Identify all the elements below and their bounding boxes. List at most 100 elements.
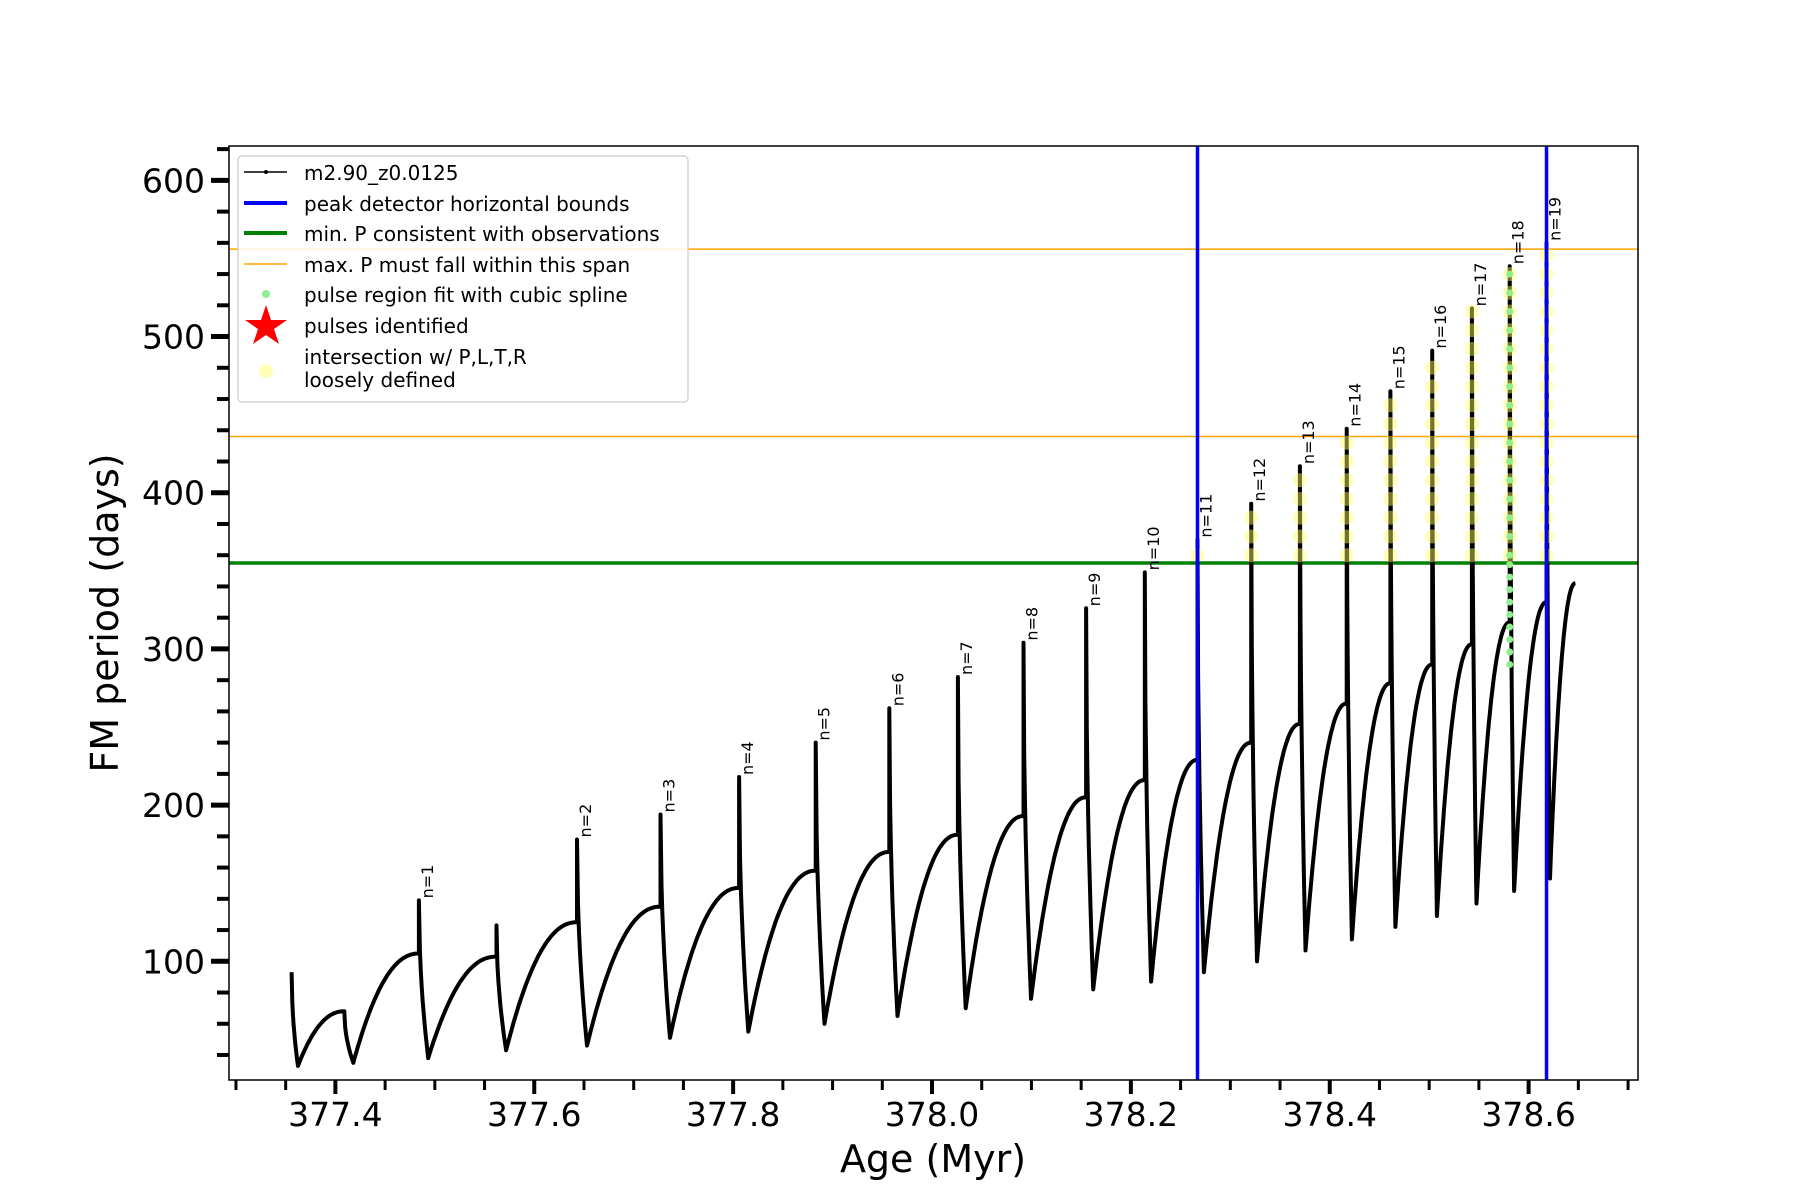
spline-fit-dot [1506, 623, 1514, 631]
intersection-marker [1464, 491, 1479, 506]
x-tick-label: 378.2 [1084, 1095, 1178, 1134]
spline-fit-dot [1506, 586, 1514, 594]
y-tick-label: 500 [142, 318, 205, 357]
pulse-label: n=18 [1509, 220, 1528, 264]
intersection-marker [1464, 304, 1479, 319]
intersection-marker [1425, 473, 1440, 488]
intersection-marker [1244, 529, 1259, 544]
intersection-marker [1383, 529, 1398, 544]
intersection-marker [1383, 398, 1398, 413]
intersection-marker [1383, 491, 1398, 506]
pulse-label: n=10 [1144, 526, 1163, 570]
intersection-marker [1244, 510, 1259, 525]
pulse-label: n=8 [1022, 607, 1041, 641]
pulse-label: n=1 [418, 865, 437, 899]
intersection-marker [1425, 548, 1440, 563]
intersection-marker [1464, 510, 1479, 525]
intersection-marker [1339, 454, 1354, 469]
intersection-marker [1425, 454, 1440, 469]
intersection-marker [1464, 342, 1479, 357]
spline-fit-dot [1506, 308, 1514, 316]
intersection-marker [1464, 435, 1479, 450]
intersection-marker [1464, 360, 1479, 375]
pulse-label: n=14 [1346, 383, 1365, 427]
intersection-marker [1464, 323, 1479, 338]
intersection-marker [1339, 473, 1354, 488]
y-tick-label: 200 [142, 786, 205, 825]
pulse-label: n=17 [1471, 263, 1490, 307]
spline-fit-dot [1506, 383, 1514, 391]
spline-fit-dot [1506, 573, 1514, 581]
intersection-marker [1292, 510, 1307, 525]
pulse-label: n=4 [738, 741, 757, 775]
legend-label-min-p: min. P consistent with observations [304, 222, 660, 246]
pulse-label: n=11 [1197, 494, 1216, 538]
spline-fit-dot [1506, 648, 1514, 656]
legend-label-intersection-2: loosely defined [304, 368, 456, 392]
spline-fit-dot [1506, 457, 1514, 465]
intersection-marker [1292, 548, 1307, 563]
intersection-marker [1339, 529, 1354, 544]
intersection-marker [1339, 435, 1354, 450]
pulse-label: n=16 [1431, 305, 1450, 349]
legend-marker-dot-icon [264, 170, 268, 174]
spline-fit-dot [1506, 514, 1514, 522]
axis-ticks: 100 200 300 400 500 600 377.4 377.6 377.8 378.0 37… [142, 147, 1630, 1134]
intersection-marker [1383, 454, 1398, 469]
intersection-marker [1292, 473, 1307, 488]
intersection-marker [1425, 417, 1440, 432]
legend-yellow-circle-icon [259, 364, 273, 378]
x-tick-label: 378.6 [1481, 1095, 1575, 1134]
y-tick-label: 100 [142, 942, 205, 981]
spline-fit-dot [1506, 551, 1514, 559]
spline-fit-dot [1506, 476, 1514, 484]
intersection-marker [1383, 473, 1398, 488]
intersection-marker [1425, 510, 1440, 525]
y-axis-label: FM period (days) [83, 453, 127, 772]
pulse-label: n=6 [888, 673, 907, 707]
legend-red-star-icon [245, 305, 287, 344]
spline-fit-dot [1506, 439, 1514, 447]
intersection-marker [1464, 417, 1479, 432]
intersection-marker [1425, 435, 1440, 450]
intersection-marker [1425, 379, 1440, 394]
spline-fit-dot [1506, 532, 1514, 540]
legend-label-max-p: max. P must fall within this span [304, 253, 630, 277]
x-tick-label: 377.6 [487, 1095, 581, 1134]
spline-fit-dot [1506, 364, 1514, 372]
x-tick-label: 378.4 [1283, 1095, 1377, 1134]
spline-fit-dot [1506, 561, 1514, 569]
legend-label-model: m2.90_z0.0125 [304, 161, 459, 185]
y-tick-label: 400 [142, 474, 205, 513]
intersection-marker [1292, 529, 1307, 544]
legend-label-peak-bounds: peak detector horizontal bounds [304, 192, 630, 216]
pulse-label: n=19 [1546, 197, 1565, 241]
intersection-marker [1464, 454, 1479, 469]
x-tick-label: 377.8 [686, 1095, 780, 1134]
spline-fit-dot [1506, 401, 1514, 409]
spline-fit-dot [1506, 326, 1514, 334]
legend-box [237, 155, 689, 403]
spline-fit-dot [1506, 611, 1514, 619]
pulse-label: n=2 [576, 804, 595, 838]
pulse-label: n=12 [1250, 458, 1269, 502]
intersection-marker [1425, 360, 1440, 375]
pulse-label: n=9 [1085, 573, 1104, 607]
intersection-marker [1464, 379, 1479, 394]
spline-fit-dot [1506, 598, 1514, 606]
legend-green-dot-icon [262, 290, 270, 298]
spline-fit-dot [1506, 661, 1514, 669]
intersection-marker [1425, 529, 1440, 544]
plot-area: n=1 n=2 n=3 n=4 n=5 n=6 n=7 n=8 n=9 n=10 n=11 n=12 n… [229, 146, 1638, 1080]
intersection-marker [1425, 398, 1440, 413]
intersection-marker [1383, 417, 1398, 432]
x-axis-label: Age (Myr) [840, 1137, 1026, 1181]
legend: m2.90_z0.0125 peak detector horizontal b… [237, 155, 689, 403]
x-tick-label: 377.4 [288, 1095, 382, 1134]
intersection-marker [1464, 548, 1479, 563]
legend-label-intersection: intersection w/ P,L,T,R [304, 345, 527, 369]
y-tick-label: 300 [142, 630, 205, 669]
intersection-marker [1244, 548, 1259, 563]
x-tick-label: 378.0 [885, 1095, 979, 1134]
